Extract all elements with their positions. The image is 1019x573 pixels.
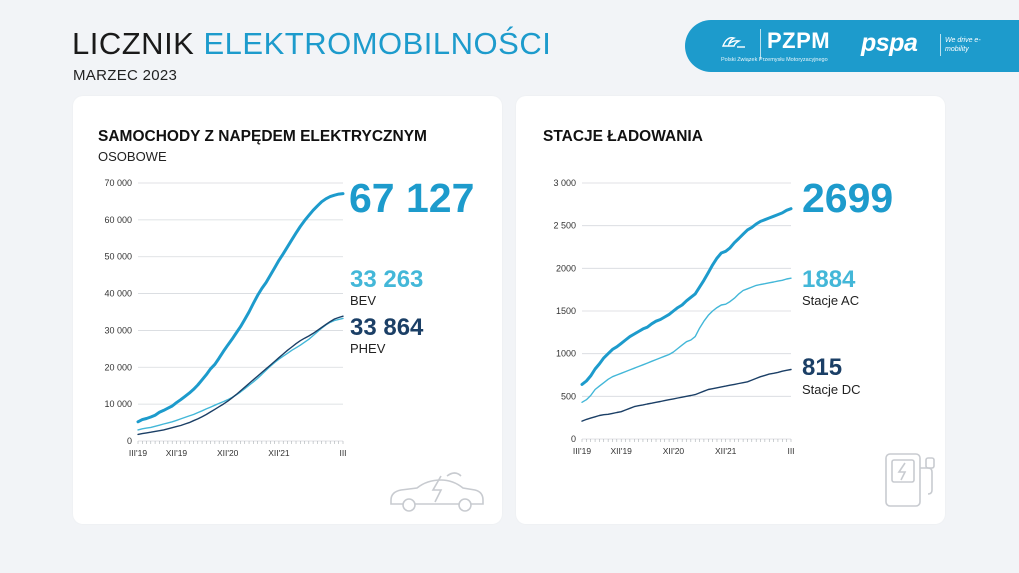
electric-car-icon <box>390 472 484 512</box>
logo-banner: PZPM Polski Związek Przemysłu Motoryzacy… <box>685 20 1019 72</box>
ev-cars-x-tick-label: XII'19 <box>166 448 188 458</box>
ev-cars-y-tick-label: 50 000 <box>104 252 132 262</box>
ev-cars-series-line-1 <box>137 317 344 431</box>
charging-stations-title: STACJE ŁADOWANIA <box>543 128 703 145</box>
stations-y-tick-label: 1500 <box>556 306 576 316</box>
stations-ac-value: 1884 <box>802 266 856 293</box>
ev-cars-series-line-2 <box>137 315 344 436</box>
charging-station-icon <box>885 453 935 507</box>
stations-series-line-1 <box>581 277 792 403</box>
pzpm-logo-subtitle: Polski Związek Przemysłu Motoryzacyjnego <box>721 57 828 63</box>
pspa-logo-text: pspa <box>861 29 918 57</box>
stations-x-tick-label: XII'19 <box>610 446 632 456</box>
stations-y-tick-label: 0 <box>571 434 576 444</box>
stations-y-tick-label: 500 <box>561 391 576 401</box>
stations-ac-label: Stacje AC <box>802 293 860 308</box>
logo-separator <box>940 34 941 56</box>
ev-cars-phev-label: PHEV <box>350 341 386 356</box>
ev-cars-bev-label: BEV <box>350 293 377 308</box>
page-subtitle: MARZEC 2023 <box>73 67 178 84</box>
charging-stations-card: STACJE ŁADOWANIA 0 500 1000 1500 2000 2 500 3 … <box>516 96 945 524</box>
stations-dc-value: 815 <box>802 354 843 381</box>
ev-cars-y-tick-label: 20 000 <box>104 362 132 372</box>
page-title-part2: ELEKTROMOBILNOŚCI <box>203 26 552 61</box>
ev-cars-series-line-0 <box>136 192 345 424</box>
ev-cars-y-tick-label: 10 000 <box>104 399 132 409</box>
stations-total-value: 2699 <box>802 175 894 221</box>
stations-x-tick-label: III <box>787 446 794 456</box>
ev-cars-x-tick-label: XII'21 <box>268 448 290 458</box>
stations-x-tick-label: III'19 <box>573 446 591 456</box>
ev-cars-y-tick-label: 30 000 <box>104 325 132 335</box>
ev-cars-subtitle: OSOBOWE <box>98 149 167 164</box>
stations-y-tick-label: 2000 <box>556 263 576 273</box>
pzpm-logo-icon <box>721 36 745 48</box>
ev-cars-title: SAMOCHODY Z NAPĘDEM ELEKTRYCZNYM <box>98 128 427 145</box>
page-title: LICZNIK ELEKTROMOBILNOŚCI <box>72 28 551 59</box>
ev-cars-y-tick-label: 70 000 <box>104 178 132 188</box>
ev-cars-x-tick-label: III'19 <box>129 448 147 458</box>
ev-cars-bev-value: 33 263 <box>350 266 424 293</box>
stations-y-tick-label: 1000 <box>556 349 576 359</box>
ev-cars-x-tick-label: XII'20 <box>217 448 239 458</box>
stations-x-tick-label: XII'21 <box>715 446 737 456</box>
logo-separator <box>760 29 761 59</box>
stations-x-tick-label: XII'20 <box>663 446 685 456</box>
stations-y-tick-label: 3 000 <box>553 178 576 188</box>
ev-cars-card: SAMOCHODY Z NAPĘDEM ELEKTRYCZNYM OSOBOWE… <box>73 96 502 524</box>
charging-stations-chart: 0 500 1000 1500 2000 2 500 3 000 III'19 XII'19 XI… <box>553 178 794 456</box>
stations-dc-label: Stacje DC <box>802 382 861 397</box>
ev-cars-x-tick-label: III <box>339 448 346 458</box>
stations-y-tick-label: 2 500 <box>553 221 576 231</box>
ev-cars-y-tick-label: 40 000 <box>104 289 132 299</box>
pzpm-logo-text: PZPM <box>767 28 831 53</box>
pspa-logo-tagline: We drive e-mobility <box>945 37 981 53</box>
ev-cars-phev-value: 33 864 <box>350 314 424 341</box>
ev-cars-y-tick-label: 60 000 <box>104 215 132 225</box>
ev-cars-total-value: 67 127 <box>349 175 475 221</box>
page-title-part1: LICZNIK <box>72 26 195 61</box>
stations-series-line-2 <box>581 368 792 422</box>
stations-series-line-0 <box>580 207 793 386</box>
ev-cars-chart: 0 10 000 20 000 30 000 40 000 50 000 60 000 70 … <box>104 178 346 458</box>
ev-cars-y-tick-label: 0 <box>127 436 132 446</box>
